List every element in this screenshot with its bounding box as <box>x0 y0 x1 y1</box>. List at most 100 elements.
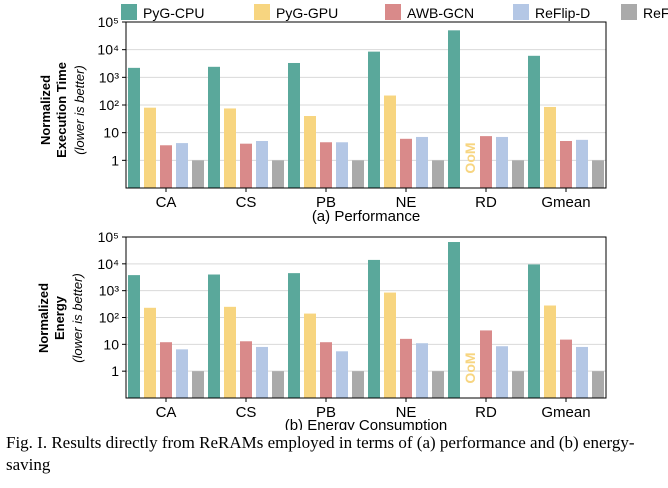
bar-awb-gcn-gmean <box>560 339 572 398</box>
bar-awb-gcn-cs <box>240 341 252 398</box>
y-tick-label: 10² <box>99 310 120 326</box>
bar-awb-gcn-pb <box>320 342 332 398</box>
bar-pyg-cpu-ne <box>368 259 380 398</box>
y-tick-label: 10⁴ <box>97 256 119 272</box>
legend-label: ReFlip <box>643 5 668 21</box>
x-tick-label: Gmean <box>541 404 590 421</box>
y-tick-label: 10³ <box>99 283 120 299</box>
y-axis-label: Execution Time <box>54 62 69 158</box>
y-axis-label: (lower is better) <box>70 273 85 363</box>
bar-reflip-d-ne <box>416 136 428 188</box>
bar-awb-gcn-ca <box>160 145 172 188</box>
x-tick-label: CA <box>156 404 177 421</box>
bar-pyg-cpu-ca <box>128 275 140 398</box>
bar-reflip-d-ca <box>176 349 188 398</box>
y-tick-label: 1 <box>111 363 119 379</box>
x-tick-label: CA <box>156 194 177 211</box>
legend: PyG-CPU PyG-GPU AWB-GCN ReFlip-D ReFlip <box>121 4 668 21</box>
y-axis-label: (lower is better) <box>72 65 87 155</box>
bar-reflip-rd <box>512 371 524 398</box>
bar-reflip-pb <box>352 160 364 188</box>
bar-awb-gcn-ca <box>160 342 172 398</box>
bar-reflip-d-pb <box>336 142 348 188</box>
figure-caption: Fig. I. Results directly from ReRAMs emp… <box>6 433 635 474</box>
bar-reflip-d-cs <box>256 346 268 398</box>
x-tick-label: PB <box>316 194 336 211</box>
bar-pyg-gpu-cs <box>224 108 236 188</box>
x-tick-label: NE <box>396 404 417 421</box>
legend-label: AWB-GCN <box>407 5 474 21</box>
bar-reflip-d-ca <box>176 143 188 188</box>
legend-swatch <box>621 4 637 20</box>
bar-pyg-cpu-pb <box>288 273 300 398</box>
bar-pyg-cpu-pb <box>288 62 300 189</box>
bar-awb-gcn-rd <box>480 330 492 398</box>
y-tick-label: 10⁵ <box>98 14 119 30</box>
bar-reflip-d-cs <box>256 140 268 188</box>
y-tick-label: 10⁴ <box>97 42 119 58</box>
bar-awb-gcn-rd <box>480 136 492 188</box>
bar-pyg-gpu-ca <box>144 107 156 188</box>
bar-awb-gcn-ne <box>400 338 412 398</box>
bar-pyg-cpu-rd <box>448 242 460 398</box>
y-tick-label: 10² <box>99 97 120 113</box>
x-tick-label: RD <box>475 194 497 211</box>
bar-reflip-pb <box>352 371 364 398</box>
bar-awb-gcn-gmean <box>560 140 572 188</box>
x-tick-label: PB <box>316 404 336 421</box>
y-axis-label: Normalized <box>38 75 53 145</box>
figure: PyG-CPU PyG-GPU AWB-GCN ReFlip-D ReFlip 1 10 10… <box>36 4 668 430</box>
bar-reflip-ne <box>432 371 444 398</box>
y-tick-label: 10 <box>103 125 119 141</box>
bar-reflip-ca <box>192 371 204 398</box>
chart-panel-performance: 1 10 10² 10³ 10⁴ 10⁵ CA CS PB NE OoM RD Gmean (a) Per… <box>38 14 607 225</box>
bar-reflip-d-gmean <box>576 346 588 398</box>
legend-swatch <box>513 4 529 20</box>
bar-reflip-cs <box>272 160 284 188</box>
bar-reflip-ca <box>192 160 204 188</box>
bar-pyg-gpu-ne <box>384 292 396 398</box>
y-axis-label: Energy <box>52 295 67 340</box>
bar-awb-gcn-pb <box>320 142 332 188</box>
bar-reflip-ne <box>432 160 444 188</box>
plot-frame <box>125 236 607 399</box>
bar-pyg-cpu-cs <box>208 66 220 188</box>
bar-pyg-gpu-ca <box>144 307 156 398</box>
oom-label: OoM <box>462 352 478 383</box>
bar-pyg-cpu-ne <box>368 51 380 188</box>
bar-reflip-rd <box>512 160 524 188</box>
y-axis-label: Normalized <box>36 283 51 353</box>
legend-label: ReFlip-D <box>535 5 590 21</box>
chart-panel-energy: 1 10 10² 10³ 10⁴ 10⁵ CA CS PB NE OoM RD Gmean (b) Ene… <box>36 229 607 430</box>
bar-pyg-gpu-cs <box>224 306 236 398</box>
bar-reflip-cs <box>272 371 284 398</box>
legend-label: PyG-CPU <box>143 5 204 21</box>
y-tick-label: 10⁵ <box>98 229 119 245</box>
bar-awb-gcn-ne <box>400 138 412 188</box>
bar-pyg-cpu-ca <box>128 67 140 188</box>
x-tick-label: NE <box>396 194 417 211</box>
legend-swatch <box>254 4 270 20</box>
bar-reflip-gmean <box>592 371 604 398</box>
bar-pyg-gpu-pb <box>304 313 316 398</box>
y-tick-label: 10³ <box>99 69 120 85</box>
legend-label: PyG-GPU <box>276 5 338 21</box>
y-tick-label: 10 <box>103 336 119 352</box>
x-tick-label: CS <box>236 404 257 421</box>
bar-awb-gcn-cs <box>240 143 252 188</box>
bar-pyg-gpu-ne <box>384 95 396 188</box>
bar-reflip-d-rd <box>496 346 508 398</box>
x-tick-label: Gmean <box>541 194 590 211</box>
x-tick-label: CS <box>236 194 257 211</box>
bar-reflip-d-ne <box>416 343 428 398</box>
bar-reflip-d-rd <box>496 136 508 188</box>
bar-pyg-cpu-gmean <box>528 264 540 398</box>
bar-reflip-d-pb <box>336 351 348 398</box>
oom-label: OoM <box>462 142 478 173</box>
bar-pyg-cpu-gmean <box>528 55 540 189</box>
bar-pyg-gpu-pb <box>304 116 316 188</box>
legend-swatch <box>121 4 137 20</box>
bar-pyg-cpu-rd <box>448 30 460 189</box>
bar-reflip-gmean <box>592 160 604 188</box>
bar-pyg-cpu-cs <box>208 274 220 398</box>
